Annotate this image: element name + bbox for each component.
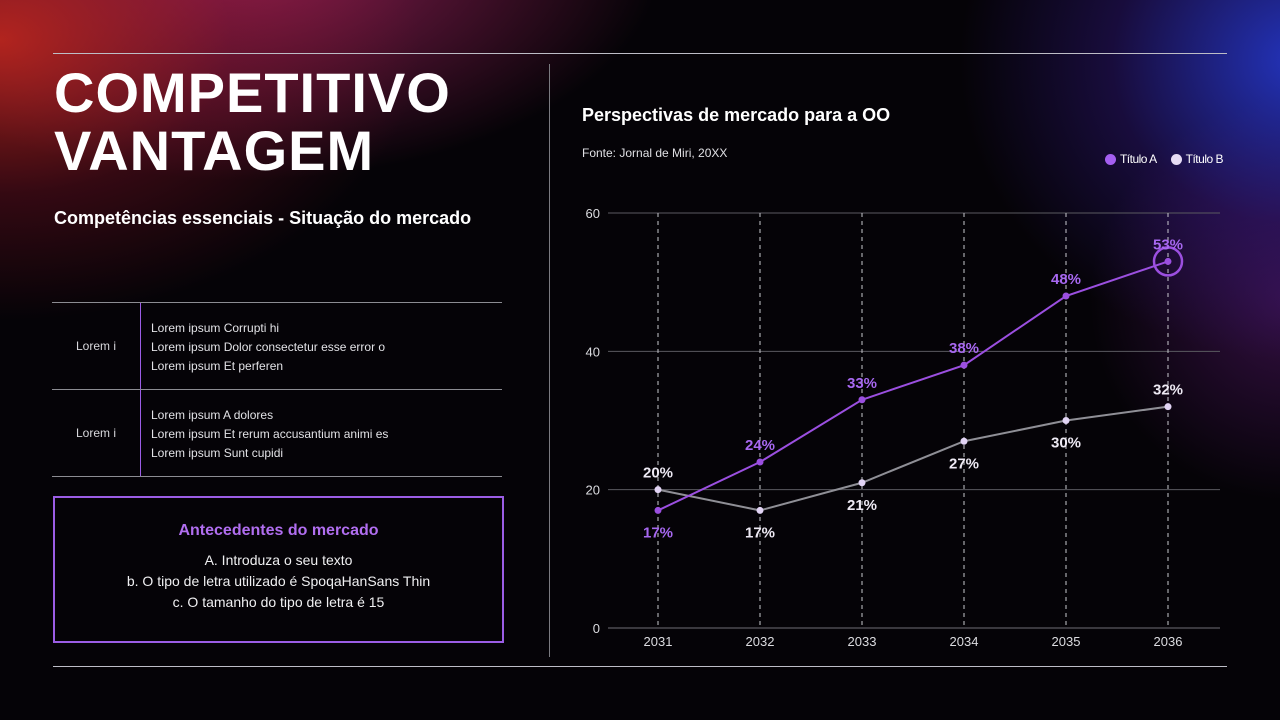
slide-subtitle: Competências essenciais - Situação do me… (54, 208, 472, 228)
legend-swatch-b (1170, 153, 1182, 165)
row-line: Lorem ipsum Dolor consectetur esse error… (151, 340, 386, 354)
series-a-line (657, 260, 1169, 512)
x-tick-label: 2036 (1154, 634, 1183, 649)
series-a-data-label: 38% (949, 340, 979, 357)
box-item: A. Introduza o seu texto (204, 552, 353, 568)
row-separator (140, 390, 141, 476)
series-a-data-label: 48% (1051, 271, 1081, 288)
y-tick-label: 0 (593, 621, 600, 636)
series-a-point (960, 361, 968, 369)
x-tick-label: 2034 (950, 634, 979, 649)
row-line: Lorem ipsum Sunt cupidi (151, 446, 284, 460)
x-tick-label: 2035 (1052, 634, 1081, 649)
row-label: Lorem i (75, 426, 116, 440)
legend-item-a: Título A (1104, 152, 1157, 166)
series-b-line (657, 405, 1169, 512)
competency-table: Lorem i Lorem ipsum Corrupti hi Lorem ip… (52, 302, 502, 477)
series-b-data-label: 30% (1051, 435, 1081, 452)
series-b-point (960, 437, 968, 445)
legend-item-b: Título B (1170, 152, 1224, 166)
slide-title: COMPETITIVO VANTAGEM (54, 64, 451, 180)
row-content: Lorem ipsum A dolores Lorem ipsum Et rer… (151, 406, 388, 463)
bottom-divider (53, 666, 1227, 667)
row-content: Lorem ipsum Corrupti hi Lorem ipsum Dolo… (151, 319, 385, 376)
x-tick-label: 2033 (848, 634, 877, 649)
x-tick-label: 2031 (644, 634, 673, 649)
legend-swatch-a (1104, 153, 1116, 165)
legend-label-b: Título B (1185, 152, 1224, 166)
table-row: Lorem i Lorem ipsum Corrupti hi Lorem ip… (52, 302, 502, 389)
row-label: Lorem i (75, 339, 116, 353)
row-line: Lorem ipsum Corrupti hi (151, 321, 280, 335)
series-a-data-label: 17% (643, 524, 673, 541)
series-b-point (858, 479, 866, 487)
series-a-point (1164, 257, 1172, 265)
row-line: Lorem ipsum Et rerum accusantium animi e… (151, 427, 389, 441)
x-tick-label: 2032 (746, 634, 775, 649)
title-line-1: COMPETITIVO (54, 61, 451, 124)
row-separator (140, 303, 141, 389)
box-items: A. Introduza o seu texto b. O tipo de le… (55, 550, 502, 613)
series-a-point (858, 396, 866, 404)
top-divider (53, 53, 1227, 54)
box-item: b. O tipo de letra utilizado é SpoqaHanS… (126, 573, 431, 589)
series-a-point (654, 506, 662, 514)
series-b-data-label: 27% (949, 455, 979, 472)
series-a-point (1062, 292, 1070, 300)
center-divider (549, 64, 550, 657)
chart-source: Fonte: Jornal de Miri, 20XX (582, 146, 728, 160)
series-b-point (654, 486, 662, 494)
series-a-data-label: 53% (1153, 236, 1183, 253)
series-b-point (756, 506, 764, 514)
row-line: Lorem ipsum A dolores (151, 408, 274, 422)
series-b-data-label: 21% (847, 497, 877, 514)
legend-label-a: Título A (1119, 152, 1157, 166)
chart-legend: Título A Título B (1104, 152, 1224, 166)
row-line: Lorem ipsum Et perferen (151, 359, 284, 373)
series-b-point (1062, 417, 1070, 424)
y-tick-label: 20 (586, 483, 600, 498)
y-tick-label: 60 (586, 206, 600, 221)
box-item: c. O tamanho do tipo de letra é 15 (172, 594, 385, 610)
series-b-data-label: 32% (1153, 382, 1183, 399)
series-a-point (756, 458, 764, 466)
series-a-data-label: 24% (745, 437, 775, 454)
series-b-data-label: 17% (745, 524, 775, 541)
series-b-point (1164, 403, 1172, 411)
title-line-2: VANTAGEM (54, 119, 375, 182)
market-background-box: Antecedentes do mercado A. Introduza o s… (53, 496, 504, 643)
box-heading: Antecedentes do mercado (178, 522, 379, 539)
y-tick-label: 40 (586, 344, 600, 359)
table-row: Lorem i Lorem ipsum A dolores Lorem ipsu… (52, 389, 502, 477)
chart-title: Perspectivas de mercado para a OO (582, 105, 891, 125)
highlight-ring (1152, 246, 1184, 277)
series-a-data-label: 33% (847, 375, 877, 392)
series-b-data-label: 20% (643, 465, 673, 482)
